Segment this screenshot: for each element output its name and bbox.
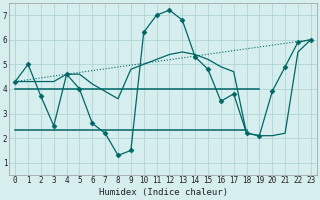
X-axis label: Humidex (Indice chaleur): Humidex (Indice chaleur) (99, 188, 228, 197)
